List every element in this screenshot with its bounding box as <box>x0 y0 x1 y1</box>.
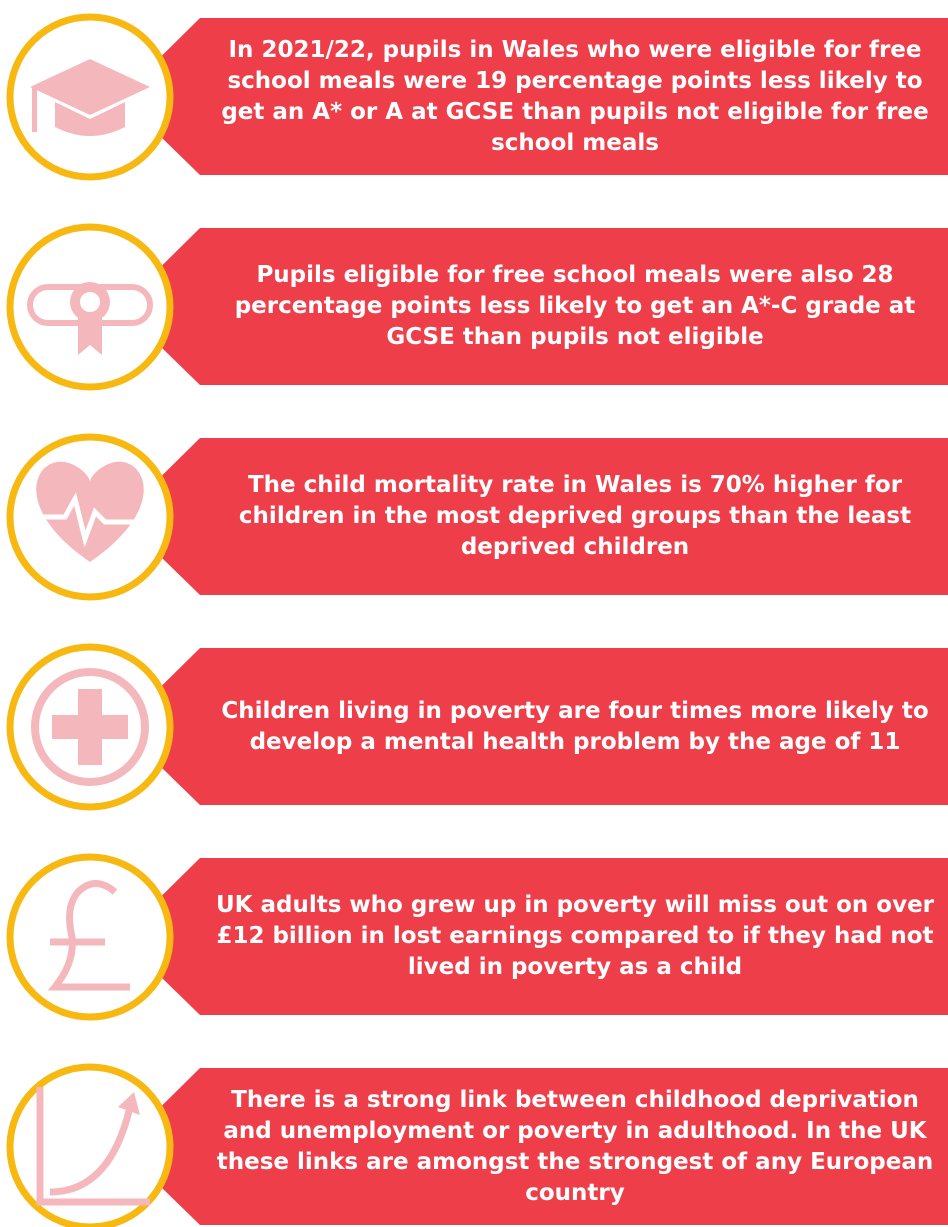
item-text: In 2021/22, pupils in Wales who were eli… <box>221 36 929 156</box>
icon <box>30 59 150 136</box>
item-text: Children living in poverty are four time… <box>221 697 929 755</box>
icon <box>27 282 153 355</box>
banner <box>120 228 948 385</box>
banner <box>120 438 948 595</box>
item-text: UK adults who grew up in poverty will mi… <box>215 892 935 980</box>
icon <box>36 1087 150 1206</box>
item-text: Pupils eligible for free school meals we… <box>234 262 916 350</box>
icon <box>35 461 144 562</box>
icon <box>49 1106 134 1196</box>
icon <box>52 689 128 765</box>
icon-ring <box>6 853 174 1021</box>
icon <box>47 880 130 991</box>
item-text: The child mortality rate in Wales is 70%… <box>238 472 912 560</box>
icon <box>55 102 125 136</box>
icon <box>31 668 149 786</box>
icon <box>30 59 150 115</box>
icon <box>36 461 144 562</box>
item-text: There is a strong link between childhood… <box>216 1086 934 1206</box>
icon <box>35 492 135 548</box>
banner <box>120 648 948 805</box>
icon <box>31 668 149 786</box>
banner <box>120 1068 948 1225</box>
banner <box>120 18 948 175</box>
icon <box>80 292 100 312</box>
icon <box>32 87 37 132</box>
icon <box>118 1092 140 1115</box>
icon <box>78 317 102 355</box>
icon <box>47 880 130 991</box>
banner <box>120 858 948 1015</box>
icon <box>36 1087 150 1206</box>
